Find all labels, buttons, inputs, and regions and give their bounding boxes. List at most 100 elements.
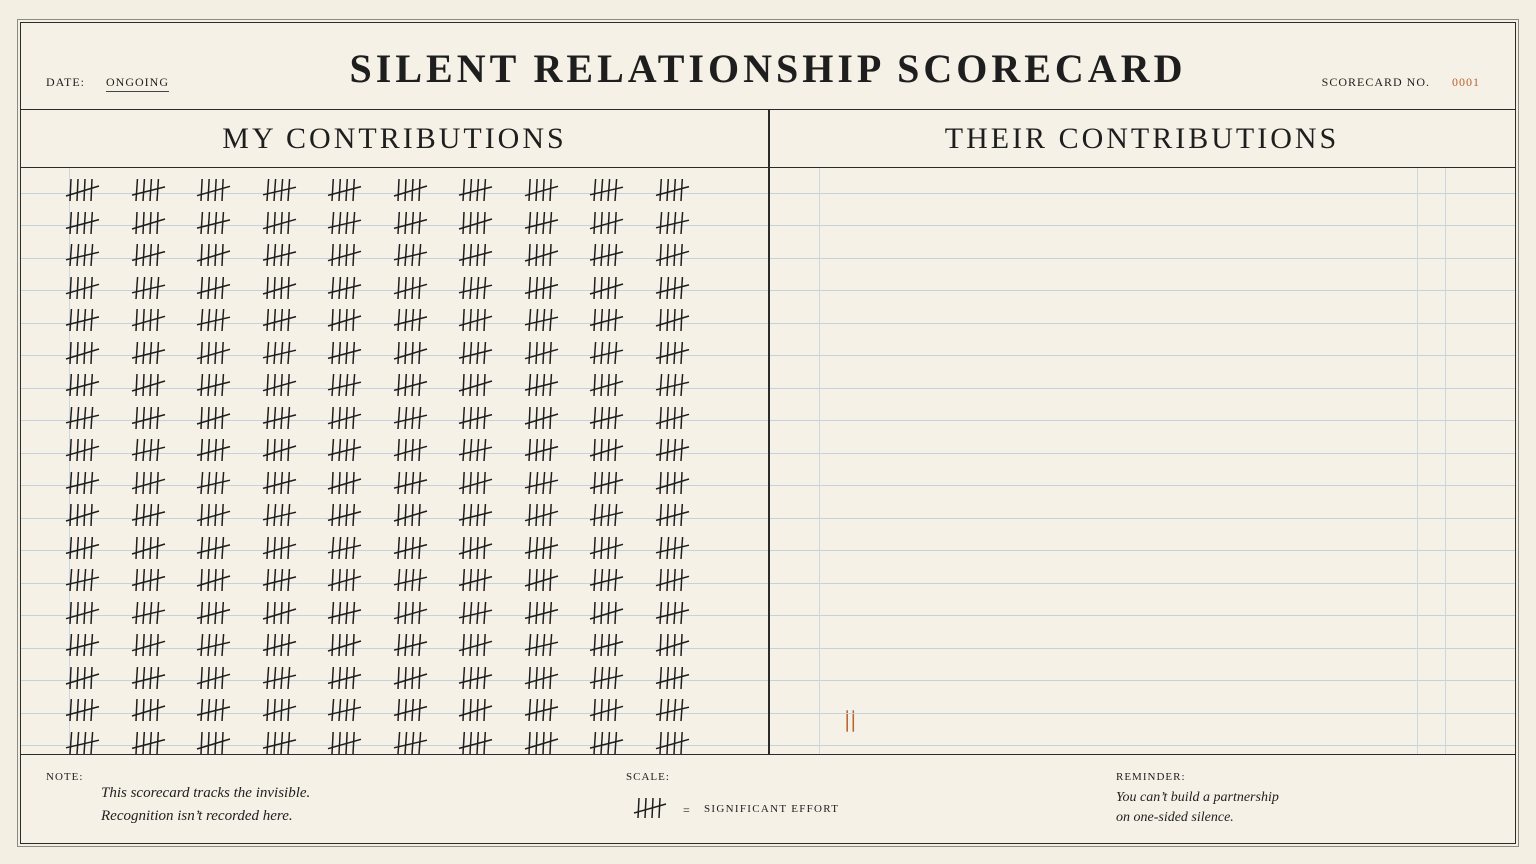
tally-two-icon: [846, 710, 855, 732]
tally-icon: [131, 601, 166, 625]
tally-group-five: [196, 632, 234, 658]
ruling-line: [770, 518, 1515, 519]
tally-icon: [327, 666, 362, 690]
tally-group-five: [65, 567, 103, 593]
tally-group-five: [655, 567, 693, 593]
tally-icon: [393, 276, 428, 300]
page-title: SILENT RELATIONSHIP SCORECARD: [349, 46, 1187, 91]
tally-icon: [589, 698, 624, 722]
tally-group-five: [458, 535, 496, 561]
tally-group-five: [458, 242, 496, 268]
tally-icon: [458, 341, 493, 365]
tally-group-five: [262, 275, 300, 301]
tally-group-five: [393, 697, 431, 723]
margin-line: [69, 168, 70, 754]
tally-group-five: [196, 567, 234, 593]
tally-group-five: [131, 730, 169, 756]
tally-group-five: [196, 405, 234, 431]
tally-icon: [655, 406, 690, 430]
tally-group-five: [524, 340, 562, 366]
tally-icon: [196, 211, 231, 235]
tally-icon: [524, 536, 559, 560]
tally-icon: [524, 406, 559, 430]
tally-group-five: [196, 372, 234, 398]
tally-group-five: [262, 730, 300, 756]
tally-icon: [327, 406, 362, 430]
tally-group-five: [327, 405, 365, 431]
tally-group-five: [262, 535, 300, 561]
tally-icon: [327, 471, 362, 495]
tally-icon: [262, 633, 297, 657]
tally-icon: [655, 211, 690, 235]
tally-icon: [524, 601, 559, 625]
tally-group-five: [524, 470, 562, 496]
tally-group-five: [655, 632, 693, 658]
scale-label: SCALE:: [626, 771, 670, 783]
tally-group-five: [458, 210, 496, 236]
tally-group-five: [196, 697, 234, 723]
tally-icon: [262, 471, 297, 495]
tally-icon: [196, 731, 231, 755]
tally-group-five: [327, 307, 365, 333]
tally-group-five: [131, 697, 169, 723]
tally-icon: [393, 731, 428, 755]
tally-group-five: [524, 632, 562, 658]
ruling-line: [21, 745, 768, 746]
tally-group-five: [393, 502, 431, 528]
tally-group-five: [458, 600, 496, 626]
tally-icon: [458, 243, 493, 267]
card-outer-border: [17, 19, 1519, 847]
tally-icon: [458, 276, 493, 300]
scorecard-header: DATE: ONGOING SILENT RELATIONSHIP SCOREC…: [21, 23, 1515, 110]
tally-icon: [262, 731, 297, 755]
tally-icon: [393, 698, 428, 722]
note-label: NOTE:: [46, 771, 84, 783]
tally-group-five: [655, 340, 693, 366]
tally-icon: [589, 243, 624, 267]
tally-icon: [524, 471, 559, 495]
tally-group-five: [131, 632, 169, 658]
tally-icon: [655, 698, 690, 722]
tally-group-five: [131, 340, 169, 366]
tally-icon: [131, 503, 166, 527]
tally-group-five: [65, 405, 103, 431]
tally-icon: [196, 438, 231, 462]
tally-group-five: [393, 405, 431, 431]
ruling-line: [770, 680, 1515, 681]
tally-group-five: [589, 372, 627, 398]
tally-group-five: [262, 697, 300, 723]
tally-icon: [196, 503, 231, 527]
tally-icon: [589, 731, 624, 755]
ruling-line: [770, 583, 1515, 584]
tally-group-five: [589, 600, 627, 626]
ruling-line: [21, 258, 768, 259]
tally-group-five: [131, 275, 169, 301]
ruling-line: [770, 388, 1515, 389]
tally-group-five: [262, 210, 300, 236]
tally-icon: [327, 536, 362, 560]
tally-group-five: [589, 502, 627, 528]
tally-group-five: [196, 437, 234, 463]
tally-group-five: [131, 210, 169, 236]
tally-icon: [262, 503, 297, 527]
tally-icon: [327, 731, 362, 755]
tally-icon: [262, 341, 297, 365]
tally-icon: [589, 503, 624, 527]
tally-group-five: [655, 470, 693, 496]
tally-icon: [589, 536, 624, 560]
tally-icon: [131, 308, 166, 332]
tally-icon: [65, 731, 100, 755]
tally-group-five: [65, 437, 103, 463]
tally-icon: [65, 698, 100, 722]
my-contributions-heading: MY CONTRIBUTIONS: [21, 109, 769, 168]
tally-group-five: [589, 730, 627, 756]
tally-group-five: [327, 210, 365, 236]
tally-group-five: [327, 437, 365, 463]
tally-group-five: [327, 275, 365, 301]
tally-group-five: [589, 242, 627, 268]
tally-icon: [655, 731, 690, 755]
tally-group-five: [65, 600, 103, 626]
tally-icon: [589, 633, 624, 657]
tally-icon: [262, 373, 297, 397]
tally-group-five: [524, 307, 562, 333]
